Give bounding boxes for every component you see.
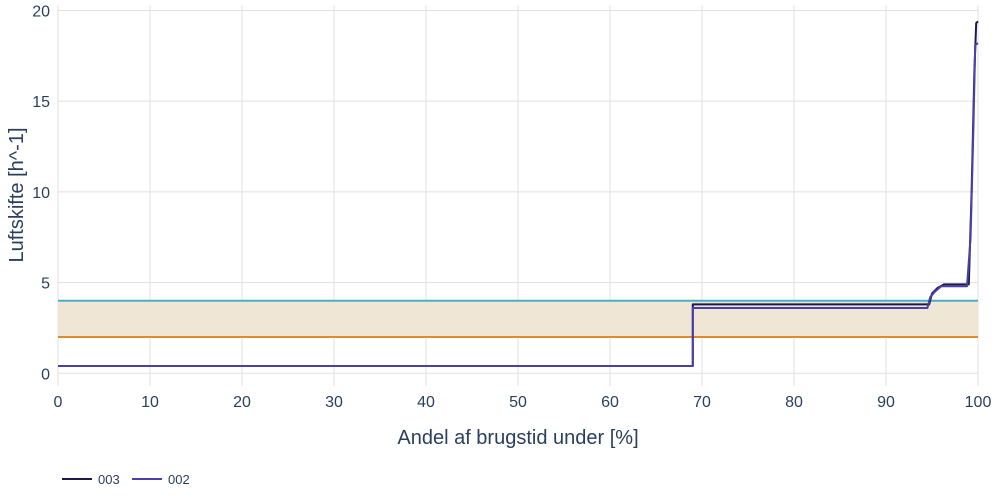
gridlines [57, 5, 979, 386]
series-lines [58, 20, 979, 367]
x-tick-label: 90 [877, 394, 895, 411]
y-tick-label: 0 [41, 366, 50, 383]
y-tick-label: 20 [32, 3, 50, 20]
shaded-band [58, 300, 978, 338]
legend-item-003[interactable]: 003 [62, 472, 120, 487]
x-tick-label: 100 [965, 394, 992, 411]
series-line-002 [58, 42, 979, 367]
acceptable-range-band [58, 300, 978, 338]
x-tick-label: 10 [141, 394, 159, 411]
x-tick-labels: 0 10 20 30 40 50 60 70 80 90 100 [54, 394, 992, 411]
x-tick-label: 0 [54, 394, 63, 411]
legend[interactable]: 003 002 [62, 472, 190, 487]
x-tick-label: 50 [509, 394, 527, 411]
y-tick-labels: 0 5 10 15 20 [32, 3, 50, 383]
y-tick-label: 15 [32, 94, 50, 111]
y-tick-label: 10 [32, 185, 50, 202]
legend-label: 003 [98, 472, 120, 487]
x-tick-label: 20 [233, 394, 251, 411]
legend-label: 002 [168, 472, 190, 487]
y-axis-title: Luftskifte [h^-1] [6, 128, 28, 263]
x-tick-label: 80 [785, 394, 803, 411]
reference-lines [58, 299, 978, 339]
x-axis-title: Andel af brugstid under [%] [397, 427, 638, 449]
legend-item-002[interactable]: 002 [132, 472, 190, 487]
x-tick-label: 40 [417, 394, 435, 411]
x-tick-label: 30 [325, 394, 343, 411]
x-tick-label: 70 [693, 394, 711, 411]
y-tick-label: 5 [41, 276, 50, 293]
x-tick-label: 60 [601, 394, 619, 411]
